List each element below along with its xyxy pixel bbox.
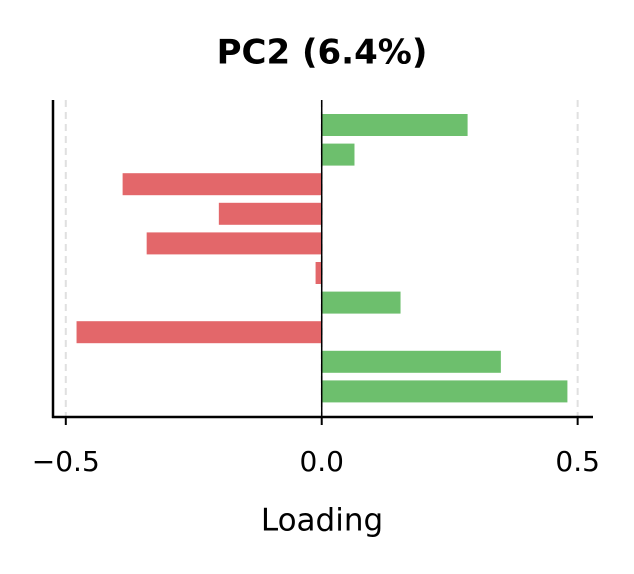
x-tick-label: −0.5	[32, 445, 100, 478]
x-axis-label: Loading	[261, 503, 383, 539]
x-tick-label: 0.5	[555, 445, 600, 478]
chart-title: PC2 (6.4%)	[217, 33, 428, 73]
bar	[321, 143, 355, 166]
bar	[146, 232, 322, 255]
bar	[315, 262, 322, 284]
bar	[321, 114, 468, 136]
x-tick-label: 0.0	[299, 445, 344, 478]
bar	[218, 202, 322, 225]
bar	[76, 321, 322, 344]
bar	[321, 291, 401, 314]
bar	[321, 380, 568, 403]
bar	[122, 173, 322, 196]
bar	[321, 350, 501, 373]
